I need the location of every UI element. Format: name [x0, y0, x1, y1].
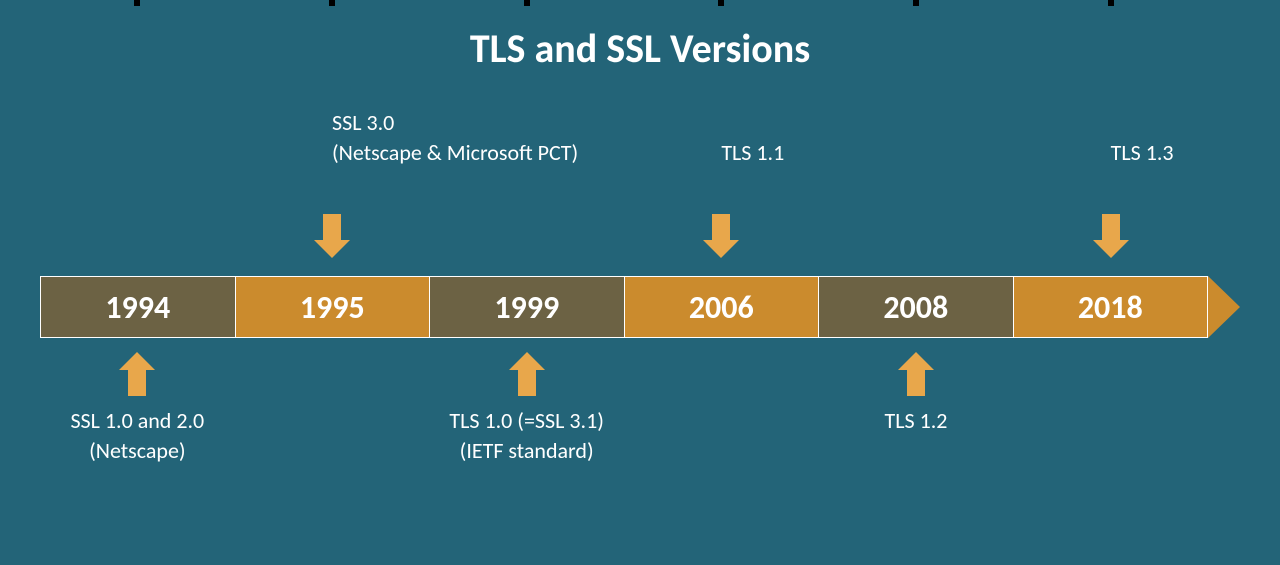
annotation-text: TLS 1.2	[885, 406, 948, 436]
timeline-year: 2006	[625, 276, 820, 338]
page-title: TLS and SSL Versions	[0, 24, 1280, 73]
annotation-ssl10: SSL 1.0 and 2.0 (Netscape)	[70, 406, 204, 466]
annotation-tls10: TLS 1.0 (=SSL 3.1) (IETF standard)	[449, 406, 603, 466]
annotation-tls12: TLS 1.2	[885, 406, 948, 436]
timeline-year: 1999	[430, 276, 625, 338]
annotation-text: TLS 1.0 (=SSL 3.1)	[449, 406, 603, 436]
annotation-text: (Netscape)	[70, 436, 204, 466]
timeline-year: 1995	[236, 276, 431, 338]
annotation-text: (IETF standard)	[449, 436, 603, 466]
timeline-year: 2018	[1014, 276, 1209, 338]
annotation-text: SSL 1.0 and 2.0	[70, 406, 204, 436]
timeline-bar: 199419951999200620082018	[40, 276, 1208, 338]
timeline-year: 1994	[40, 276, 236, 338]
timeline-arrowhead	[1208, 276, 1240, 338]
timeline-year: 2008	[819, 276, 1014, 338]
